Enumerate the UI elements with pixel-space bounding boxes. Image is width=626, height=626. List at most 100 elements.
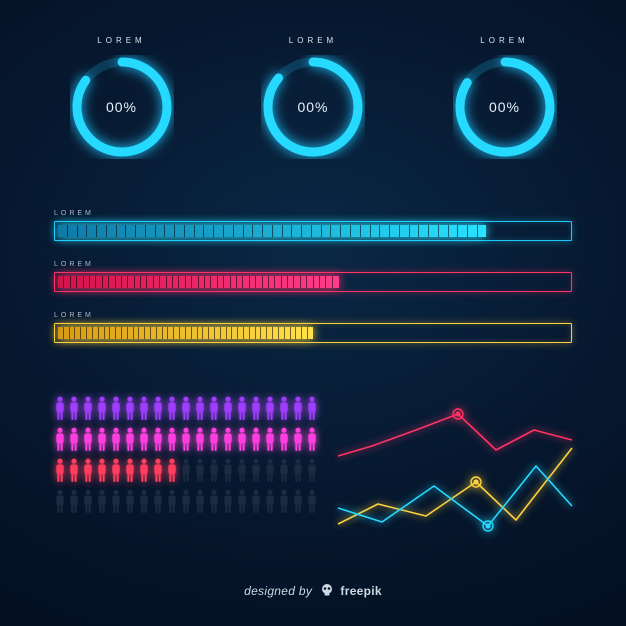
person-icon (306, 489, 318, 515)
person-icon (82, 396, 94, 422)
chart-marker (453, 409, 463, 419)
person-icon (82, 458, 94, 484)
person-icon (82, 427, 94, 453)
person-icon (68, 427, 80, 453)
person-icon (278, 396, 290, 422)
person-icon (124, 458, 136, 484)
person-icon (68, 489, 80, 515)
donut-ring: 00% (261, 55, 365, 159)
person-icon (208, 396, 220, 422)
person-icon (278, 458, 290, 484)
person-icon (166, 458, 178, 484)
person-icon (152, 489, 164, 515)
bar-label: LOREM (54, 312, 572, 319)
person-icon (138, 489, 150, 515)
person-icon (54, 458, 66, 484)
person-icon (264, 489, 276, 515)
person-icon (54, 489, 66, 515)
person-icon (138, 396, 150, 422)
chart-line (338, 414, 572, 456)
donut-value: 00% (70, 55, 174, 159)
person-icon (278, 427, 290, 453)
person-icon (292, 396, 304, 422)
person-icon (222, 458, 234, 484)
freepik-icon (320, 583, 334, 600)
person-icon (110, 489, 122, 515)
people-row (54, 396, 322, 422)
person-icon (124, 396, 136, 422)
donut-value: 00% (453, 55, 557, 159)
person-icon (138, 458, 150, 484)
person-icon (194, 396, 206, 422)
person-icon (180, 427, 192, 453)
bar-track (54, 323, 572, 343)
person-icon (306, 396, 318, 422)
person-icon (68, 396, 80, 422)
person-icon (110, 458, 122, 484)
progress-bar: LOREM (54, 261, 572, 292)
progress-bars: LOREM LOREM LOREM (54, 210, 572, 363)
person-icon (292, 427, 304, 453)
person-icon (96, 396, 108, 422)
donut: LOREM 00% (243, 36, 383, 159)
bar-label: LOREM (54, 210, 572, 217)
person-icon (236, 458, 248, 484)
bar-track (54, 272, 572, 292)
donut: LOREM 00% (435, 36, 575, 159)
person-icon (110, 396, 122, 422)
bar-label: LOREM (54, 261, 572, 268)
person-icon (194, 489, 206, 515)
person-icon (152, 396, 164, 422)
person-icon (306, 427, 318, 453)
person-icon (96, 458, 108, 484)
footer-brand: freepik (340, 584, 381, 598)
person-icon (82, 489, 94, 515)
person-icon (222, 427, 234, 453)
person-icon (292, 489, 304, 515)
person-icon (180, 458, 192, 484)
donut-label: LOREM (289, 36, 337, 45)
donut-label: LOREM (480, 36, 528, 45)
person-icon (166, 396, 178, 422)
footer-credit: designed by freepik (0, 583, 626, 600)
person-icon (96, 427, 108, 453)
person-icon (264, 396, 276, 422)
person-icon (194, 427, 206, 453)
chart-line (338, 448, 572, 524)
person-icon (124, 427, 136, 453)
chart-marker (483, 521, 493, 531)
bar-fill (58, 327, 313, 339)
person-icon (222, 489, 234, 515)
person-icon (292, 458, 304, 484)
person-icon (54, 427, 66, 453)
person-icon (250, 396, 262, 422)
progress-bar: LOREM (54, 312, 572, 343)
person-icon (250, 458, 262, 484)
donut: LOREM 00% (52, 36, 192, 159)
donut-ring: 00% (70, 55, 174, 159)
progress-bar: LOREM (54, 210, 572, 241)
bar-fill (58, 276, 339, 288)
donut-row: LOREM 00% LOREM 00% LOREM 00% (0, 36, 626, 159)
person-icon (278, 489, 290, 515)
person-icon (250, 489, 262, 515)
person-icon (236, 396, 248, 422)
person-icon (110, 427, 122, 453)
people-row (54, 489, 322, 515)
people-row (54, 458, 322, 484)
donut-label: LOREM (97, 36, 145, 45)
donut-ring: 00% (453, 55, 557, 159)
person-icon (152, 427, 164, 453)
person-icon (306, 458, 318, 484)
person-icon (96, 489, 108, 515)
person-icon (138, 427, 150, 453)
person-icon (124, 489, 136, 515)
bar-track (54, 221, 572, 241)
person-icon (68, 458, 80, 484)
person-icon (264, 427, 276, 453)
person-icon (166, 427, 178, 453)
people-pictogram (54, 396, 322, 520)
person-icon (250, 427, 262, 453)
person-icon (264, 458, 276, 484)
person-icon (208, 427, 220, 453)
